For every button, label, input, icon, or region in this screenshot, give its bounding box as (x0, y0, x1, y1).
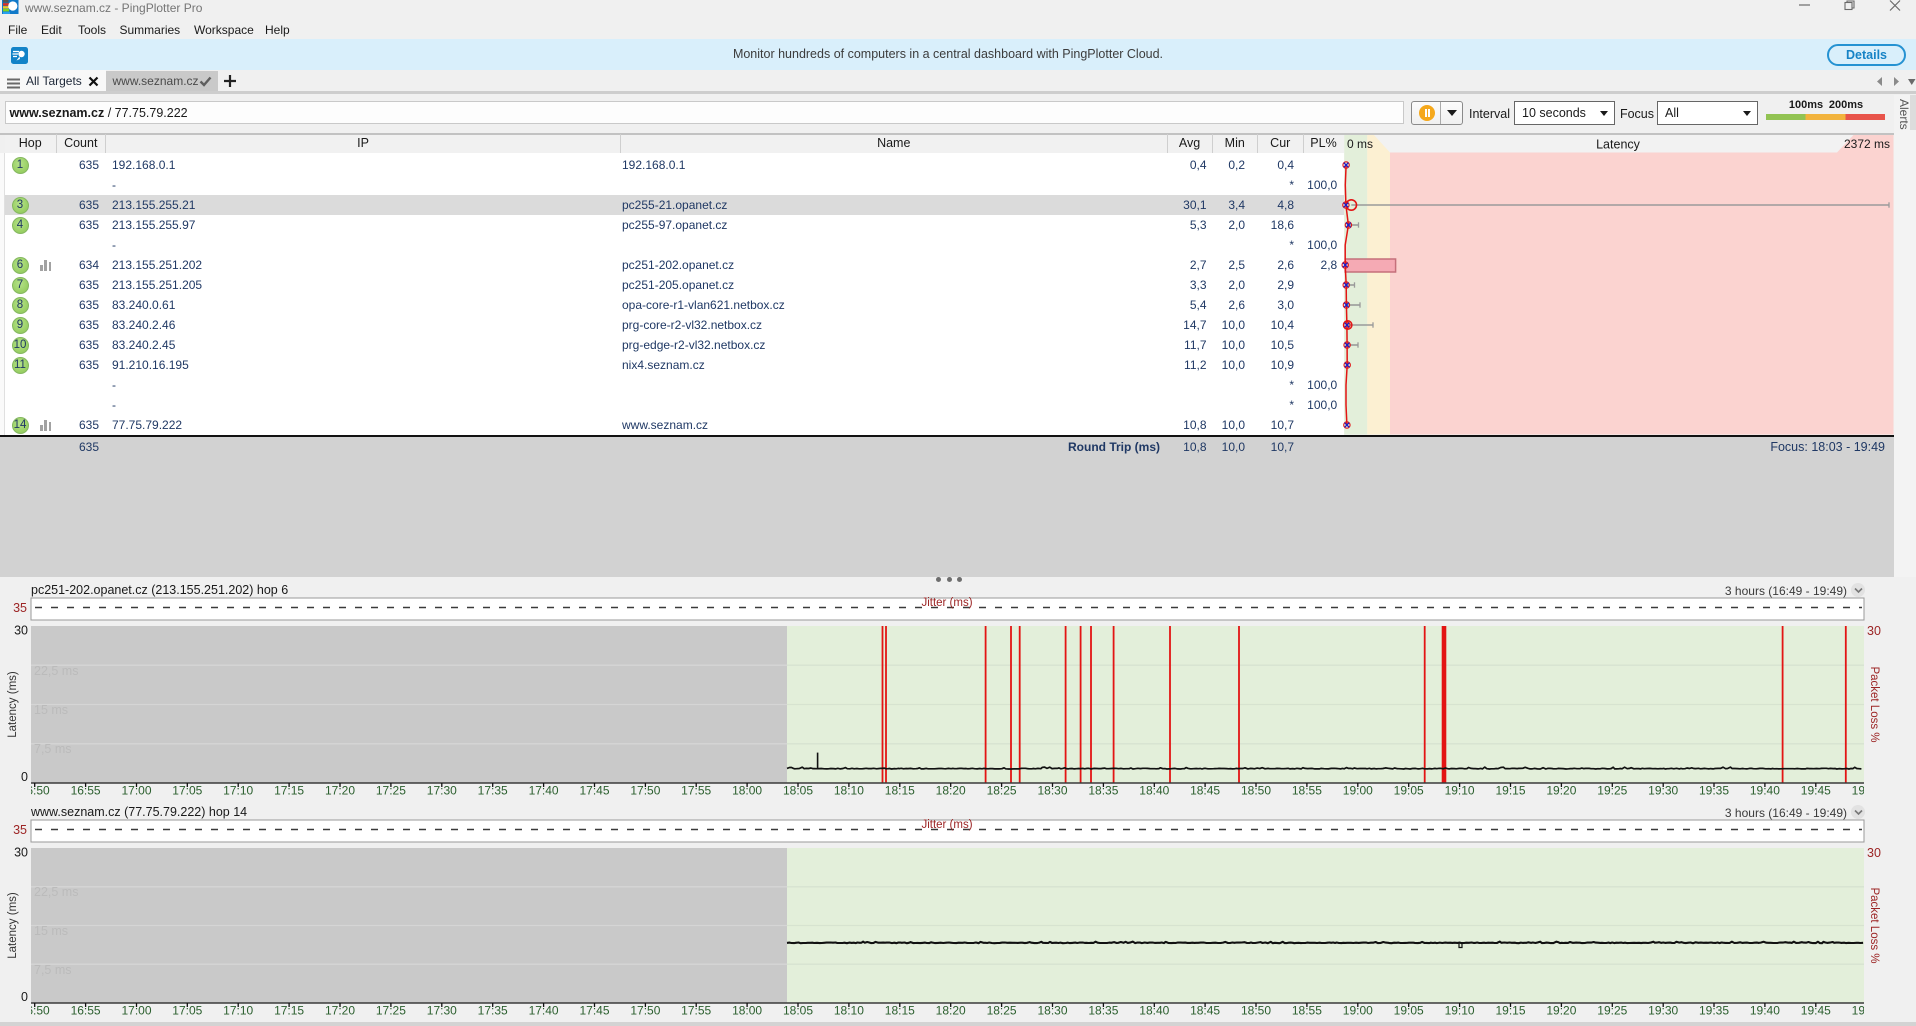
svg-text:7,5 ms: 7,5 ms (34, 742, 72, 756)
svg-text:19:00: 19:00 (1343, 784, 1373, 798)
svg-text:17:50: 17:50 (630, 1004, 660, 1018)
svg-text:18:45: 18:45 (1190, 784, 1220, 798)
svg-text:17:05: 17:05 (172, 784, 202, 798)
svg-text:19:05: 19:05 (1394, 1004, 1424, 1018)
svg-text:19:50: 19:50 (1852, 1004, 1882, 1018)
svg-text:19:30: 19:30 (1648, 1004, 1678, 1018)
svg-text:18:30: 18:30 (1037, 784, 1067, 798)
svg-text:19:40: 19:40 (1750, 1004, 1780, 1018)
svg-text:18:35: 18:35 (1088, 784, 1118, 798)
svg-text:17:50: 17:50 (630, 784, 660, 798)
svg-text:18:55: 18:55 (1292, 1004, 1322, 1018)
svg-text:17:35: 17:35 (478, 1004, 508, 1018)
svg-text:Jitter (ms): Jitter (ms) (921, 597, 972, 609)
svg-text:18:00: 18:00 (732, 1004, 762, 1018)
svg-text:22,5 ms: 22,5 ms (34, 885, 78, 899)
svg-text:18:10: 18:10 (834, 1004, 864, 1018)
svg-text:17:30: 17:30 (427, 1004, 457, 1018)
svg-text:17:05: 17:05 (172, 1004, 202, 1018)
svg-text:19:35: 19:35 (1699, 784, 1729, 798)
svg-text:16:50: 16:50 (20, 784, 50, 798)
svg-text:0: 0 (21, 770, 28, 784)
svg-text:17:15: 17:15 (274, 784, 304, 798)
svg-text:16:50: 16:50 (20, 1004, 50, 1018)
svg-text:Latency: Latency (1596, 138, 1641, 152)
svg-text:17:35: 17:35 (478, 784, 508, 798)
svg-text:19:45: 19:45 (1801, 784, 1831, 798)
svg-text:18:10: 18:10 (834, 784, 864, 798)
svg-text:35: 35 (13, 823, 27, 837)
svg-text:19:05: 19:05 (1394, 784, 1424, 798)
svg-text:30: 30 (1867, 846, 1881, 860)
svg-text:17:30: 17:30 (427, 784, 457, 798)
svg-text:18:50: 18:50 (1241, 1004, 1271, 1018)
svg-text:Latency (ms): Latency (ms) (7, 892, 19, 959)
svg-text:30: 30 (14, 846, 28, 860)
svg-text:17:55: 17:55 (681, 784, 711, 798)
svg-text:18:25: 18:25 (987, 1004, 1017, 1018)
svg-text:19:45: 19:45 (1801, 1004, 1831, 1018)
svg-text:Packet Loss %: Packet Loss % (1868, 887, 1880, 963)
svg-text:15 ms: 15 ms (34, 703, 68, 717)
svg-text:17:40: 17:40 (529, 784, 559, 798)
svg-text:17:20: 17:20 (325, 1004, 355, 1018)
svg-text:19:35: 19:35 (1699, 1004, 1729, 1018)
svg-text:18:00: 18:00 (732, 784, 762, 798)
svg-text:17:10: 17:10 (223, 1004, 253, 1018)
svg-text:18:20: 18:20 (936, 1004, 966, 1018)
svg-text:16:55: 16:55 (71, 784, 101, 798)
svg-text:2372 ms: 2372 ms (1844, 137, 1890, 151)
svg-text:18:25: 18:25 (987, 784, 1017, 798)
svg-text:16:55: 16:55 (71, 1004, 101, 1018)
svg-text:19:30: 19:30 (1648, 784, 1678, 798)
svg-text:17:55: 17:55 (681, 1004, 711, 1018)
svg-text:17:45: 17:45 (579, 784, 609, 798)
svg-text:19:50: 19:50 (1852, 784, 1882, 798)
svg-text:19:10: 19:10 (1445, 1004, 1475, 1018)
svg-text:17:40: 17:40 (529, 1004, 559, 1018)
svg-text:19:00: 19:00 (1343, 1004, 1373, 1018)
svg-text:30: 30 (14, 624, 28, 638)
svg-text:19:15: 19:15 (1495, 1004, 1525, 1018)
svg-text:18:15: 18:15 (885, 784, 915, 798)
svg-text:17:45: 17:45 (579, 1004, 609, 1018)
svg-text:18:35: 18:35 (1088, 1004, 1118, 1018)
svg-text:17:25: 17:25 (376, 784, 406, 798)
svg-text:18:05: 18:05 (783, 784, 813, 798)
svg-text:15 ms: 15 ms (34, 924, 68, 938)
svg-text:19:25: 19:25 (1597, 784, 1627, 798)
svg-text:0: 0 (21, 990, 28, 1004)
svg-text:18:30: 18:30 (1037, 1004, 1067, 1018)
svg-text:Packet Loss %: Packet Loss % (1868, 666, 1880, 742)
svg-text:17:25: 17:25 (376, 1004, 406, 1018)
svg-text:7,5 ms: 7,5 ms (34, 963, 72, 977)
svg-text:18:40: 18:40 (1139, 784, 1169, 798)
svg-text:17:00: 17:00 (121, 784, 151, 798)
svg-text:18:05: 18:05 (783, 1004, 813, 1018)
svg-text:Jitter (ms): Jitter (ms) (921, 819, 972, 831)
svg-text:19:20: 19:20 (1546, 1004, 1576, 1018)
svg-text:17:10: 17:10 (223, 784, 253, 798)
svg-text:18:15: 18:15 (885, 1004, 915, 1018)
svg-text:18:45: 18:45 (1190, 1004, 1220, 1018)
svg-text:19:20: 19:20 (1546, 784, 1576, 798)
svg-text:18:20: 18:20 (936, 784, 966, 798)
svg-text:19:25: 19:25 (1597, 1004, 1627, 1018)
svg-text:30: 30 (1867, 624, 1881, 638)
svg-text:17:20: 17:20 (325, 784, 355, 798)
svg-text:19:15: 19:15 (1495, 784, 1525, 798)
svg-text:18:40: 18:40 (1139, 1004, 1169, 1018)
svg-text:19:40: 19:40 (1750, 784, 1780, 798)
svg-text:18:50: 18:50 (1241, 784, 1271, 798)
svg-text:18:55: 18:55 (1292, 784, 1322, 798)
svg-text:17:00: 17:00 (121, 1004, 151, 1018)
svg-text:0 ms: 0 ms (1347, 137, 1373, 151)
svg-text:17:15: 17:15 (274, 1004, 304, 1018)
svg-text:22,5 ms: 22,5 ms (34, 664, 78, 678)
svg-text:19:10: 19:10 (1445, 784, 1475, 798)
svg-text:35: 35 (13, 601, 27, 615)
svg-text:Latency (ms): Latency (ms) (7, 671, 19, 738)
